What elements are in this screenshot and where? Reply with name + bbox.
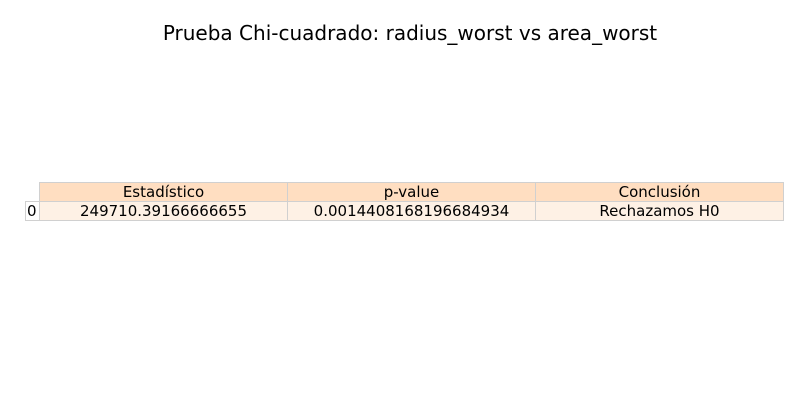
column-header-estadistico: Estadístico (39, 182, 288, 202)
chart-title: Prueba Chi-cuadrado: radius_worst vs are… (162, 21, 658, 45)
column-header-p-value: p-value (287, 182, 536, 202)
table-row: 0 249710.39166666655 0.00144081681966849… (25, 201, 784, 221)
column-header-conclusion: Conclusión (535, 182, 784, 202)
table-corner-cell (26, 183, 40, 202)
cell-conclusion: Rechazamos H0 (535, 201, 784, 221)
row-index-label: 0 (25, 201, 40, 221)
cell-estadistico: 249710.39166666655 (39, 201, 288, 221)
cell-p-value: 0.0014408168196684934 (287, 201, 536, 221)
results-table: Estadístico p-value Conclusión 0 249710.… (25, 182, 784, 221)
table-header-row: Estadístico p-value Conclusión (26, 182, 784, 202)
